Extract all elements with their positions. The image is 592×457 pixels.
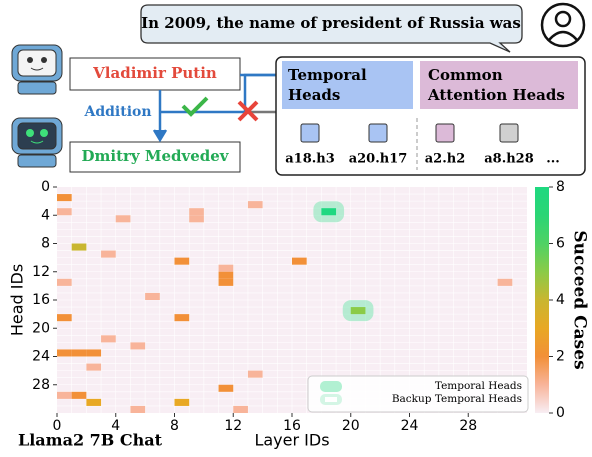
colorbar-tick-label: 0 <box>556 405 565 421</box>
colorbar <box>535 187 549 413</box>
prompt: In 2009, the name of president of Russia… <box>141 14 521 32</box>
robot-icon <box>12 118 62 167</box>
y-tick-label: 12 <box>32 264 50 280</box>
cell <box>57 392 72 399</box>
cell <box>72 349 87 356</box>
cell <box>130 342 145 349</box>
cell <box>116 215 131 222</box>
cell <box>248 201 263 208</box>
legend-swatch <box>325 397 337 402</box>
cell <box>130 406 145 413</box>
edit-label: Addition <box>83 104 151 120</box>
head-square <box>500 124 518 142</box>
cell <box>292 258 307 265</box>
colorbar-tick-label: 2 <box>556 349 565 365</box>
cell <box>248 371 263 378</box>
cell <box>57 279 72 286</box>
cell <box>498 279 513 286</box>
cell <box>233 406 248 413</box>
cell <box>145 293 160 300</box>
cell <box>57 194 72 201</box>
cell <box>86 364 101 371</box>
x-tick-label: 28 <box>459 418 477 434</box>
user-icon <box>542 4 584 46</box>
cell <box>72 244 87 251</box>
cell <box>175 314 190 321</box>
legend-label: Temporal Heads <box>435 380 522 392</box>
cell <box>101 251 116 258</box>
x-tick-label: 16 <box>283 418 301 434</box>
x-tick-label: 8 <box>170 418 179 434</box>
cell <box>175 258 190 265</box>
legend-glow <box>320 381 342 392</box>
head-label: a18.h3 <box>285 152 335 167</box>
colorbar-tick-label: 8 <box>556 179 565 195</box>
cell <box>219 265 234 272</box>
figure: In 2009, the name of president of Russia… <box>0 0 592 457</box>
x-tick-label: 0 <box>53 418 62 434</box>
head-label: ... <box>546 152 560 167</box>
chart-title: Llama2 7B Chat <box>18 431 163 450</box>
legend-label: Backup Temporal Heads <box>392 393 522 405</box>
y-axis-label: Head IDs <box>8 264 27 336</box>
y-tick-label: 8 <box>41 236 50 252</box>
x-tick-label: 20 <box>342 418 360 434</box>
cell <box>189 208 204 215</box>
cell <box>219 272 234 279</box>
colorbar-tick-label: 6 <box>556 236 565 252</box>
y-tick-label: 28 <box>32 377 50 393</box>
new-answer: Dmitry Medvedev <box>82 147 230 165</box>
cell <box>57 314 72 321</box>
head-label: a20.h17 <box>349 152 408 167</box>
x-tick-label: 12 <box>224 418 242 434</box>
colorbar-label: Succeed Cases <box>570 230 590 369</box>
x-tick-label: 24 <box>401 418 419 434</box>
cell <box>321 208 336 215</box>
y-tick-label: 24 <box>32 349 50 365</box>
y-tick-label: 20 <box>32 320 50 336</box>
cell <box>86 349 101 356</box>
y-tick-label: 0 <box>41 179 50 195</box>
y-tick-label: 4 <box>41 207 50 223</box>
robot-icon <box>12 45 62 94</box>
cell <box>57 208 72 215</box>
cell <box>219 279 234 286</box>
head-square <box>301 124 319 142</box>
cell <box>57 349 72 356</box>
old-answer: Vladimir Putin <box>92 64 217 82</box>
head-label: a8.h28 <box>484 152 534 167</box>
cell <box>72 392 87 399</box>
cell <box>86 399 101 406</box>
cell <box>351 307 366 314</box>
head-label: a2.h2 <box>425 152 466 167</box>
x-tick-label: 4 <box>111 418 120 434</box>
colorbar-tick-label: 4 <box>556 292 565 308</box>
cell <box>101 335 116 342</box>
head-square <box>369 124 387 142</box>
cell <box>175 399 190 406</box>
cell <box>189 215 204 222</box>
cell <box>219 385 234 392</box>
y-tick-label: 16 <box>32 292 50 308</box>
head-square <box>436 124 454 142</box>
